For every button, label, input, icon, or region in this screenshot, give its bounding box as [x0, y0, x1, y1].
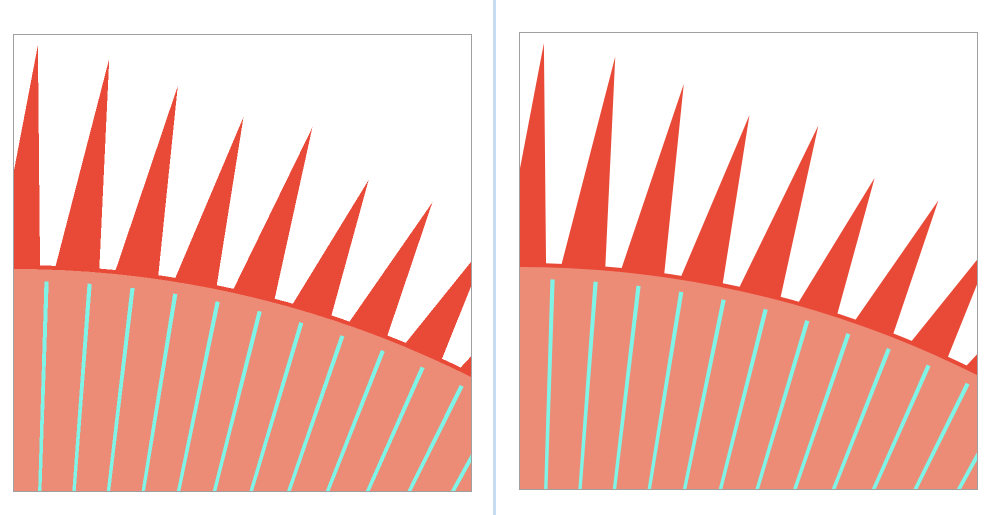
ray-shape	[755, 320, 810, 489]
ray-shape	[718, 308, 768, 489]
ray-shape	[72, 283, 92, 491]
ray-shape	[793, 333, 851, 489]
ray-shape	[287, 335, 345, 491]
ray-shape	[871, 364, 931, 489]
ray-shape	[831, 348, 891, 489]
spike-shape	[14, 45, 41, 310]
spike-shape	[213, 127, 313, 342]
spike-shape	[157, 116, 244, 329]
render-canvas-antialiased	[520, 43, 977, 489]
render-panel-aliased	[13, 34, 472, 492]
spike-shape	[44, 58, 110, 313]
ray-shape	[682, 299, 726, 489]
ray-shape	[249, 322, 304, 491]
spike-shape	[607, 83, 684, 317]
ray-shape	[612, 285, 641, 489]
ray-shape	[106, 287, 135, 491]
spike-shape	[663, 114, 750, 327]
ray-shape	[141, 293, 178, 491]
ray-shape	[407, 384, 464, 491]
spike-shape	[101, 85, 178, 319]
ray-shape	[365, 366, 425, 491]
spike-shape	[550, 56, 616, 311]
ray-shape	[647, 291, 684, 489]
ray-shape	[212, 310, 262, 491]
ray-shape	[38, 281, 49, 491]
ray-shape	[913, 382, 970, 489]
ray-shape	[544, 279, 555, 489]
ray-shape	[325, 350, 385, 491]
ray-shape	[176, 301, 220, 491]
pane-divider[interactable]	[493, 0, 496, 515]
render-panel-antialiased	[519, 32, 978, 490]
ray-shape	[578, 281, 598, 489]
spike-shape	[719, 125, 819, 340]
spike-shape	[520, 43, 547, 308]
render-canvas-aliased	[14, 45, 471, 491]
